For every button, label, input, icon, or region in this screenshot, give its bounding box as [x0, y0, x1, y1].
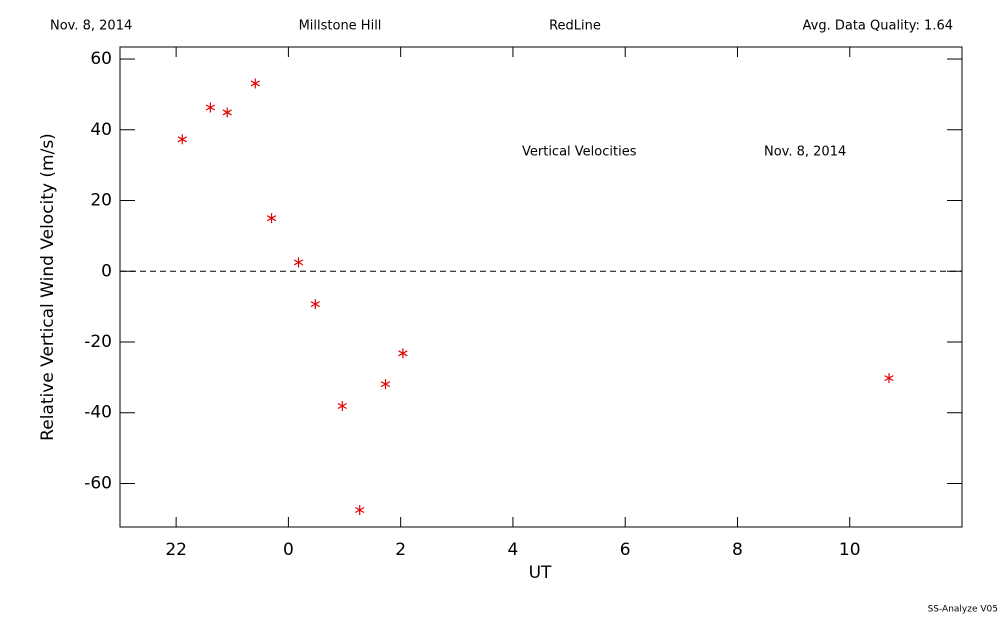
x-tick-label: 10 — [839, 540, 861, 560]
y-tick-label: -60 — [84, 473, 112, 493]
x-axis-label: UT — [529, 563, 552, 583]
y-tick-label: 0 — [101, 261, 112, 281]
y-tick-label: -40 — [84, 403, 112, 423]
point — [398, 348, 408, 359]
asterisk-stroke — [177, 136, 187, 143]
annotation: Nov. 8, 2014 — [764, 145, 846, 160]
asterisk-stroke — [266, 215, 277, 222]
header-site: Millstone Hill — [299, 19, 382, 34]
x-tick-label: 4 — [508, 540, 519, 560]
asterisk-stroke — [380, 381, 391, 388]
asterisk-stroke — [222, 109, 232, 116]
asterisk-stroke — [310, 301, 320, 308]
point — [310, 299, 320, 310]
asterisk-stroke — [293, 259, 304, 266]
point — [337, 401, 347, 412]
y-axis-label: Relative Vertical Wind Velocity (m/s) — [38, 133, 58, 441]
header-quality: Avg. Data Quality: 1.64 — [803, 19, 953, 34]
asterisk-stroke — [205, 104, 216, 111]
point — [266, 213, 277, 224]
x-tick-label: 22 — [165, 540, 187, 560]
point — [250, 78, 260, 89]
footer: SS-Analyze V05 — [928, 605, 998, 615]
point — [884, 373, 894, 384]
y-tick-label: -20 — [84, 332, 112, 352]
x-tick-label: 6 — [620, 540, 631, 560]
point — [205, 102, 216, 113]
y-tick-label: 60 — [90, 49, 112, 69]
asterisk-stroke — [398, 350, 408, 357]
asterisk-stroke — [337, 403, 347, 410]
plot-frame — [119, 46, 963, 528]
x-tick-label: 2 — [395, 540, 406, 560]
header-line: RedLine — [549, 19, 601, 34]
point — [293, 257, 304, 268]
point — [177, 134, 187, 145]
point — [355, 505, 365, 516]
x-tick-label: 8 — [732, 540, 743, 560]
asterisk-stroke — [884, 375, 894, 382]
x-tick-label: 0 — [283, 540, 294, 560]
asterisk-stroke — [355, 507, 365, 514]
y-tick-label: 40 — [90, 120, 112, 140]
point — [380, 379, 391, 390]
point — [222, 107, 232, 118]
annotation: Vertical Velocities — [522, 145, 637, 160]
y-tick-label: 20 — [90, 191, 112, 211]
header-date: Nov. 8, 2014 — [50, 19, 132, 34]
asterisk-stroke — [250, 80, 260, 87]
